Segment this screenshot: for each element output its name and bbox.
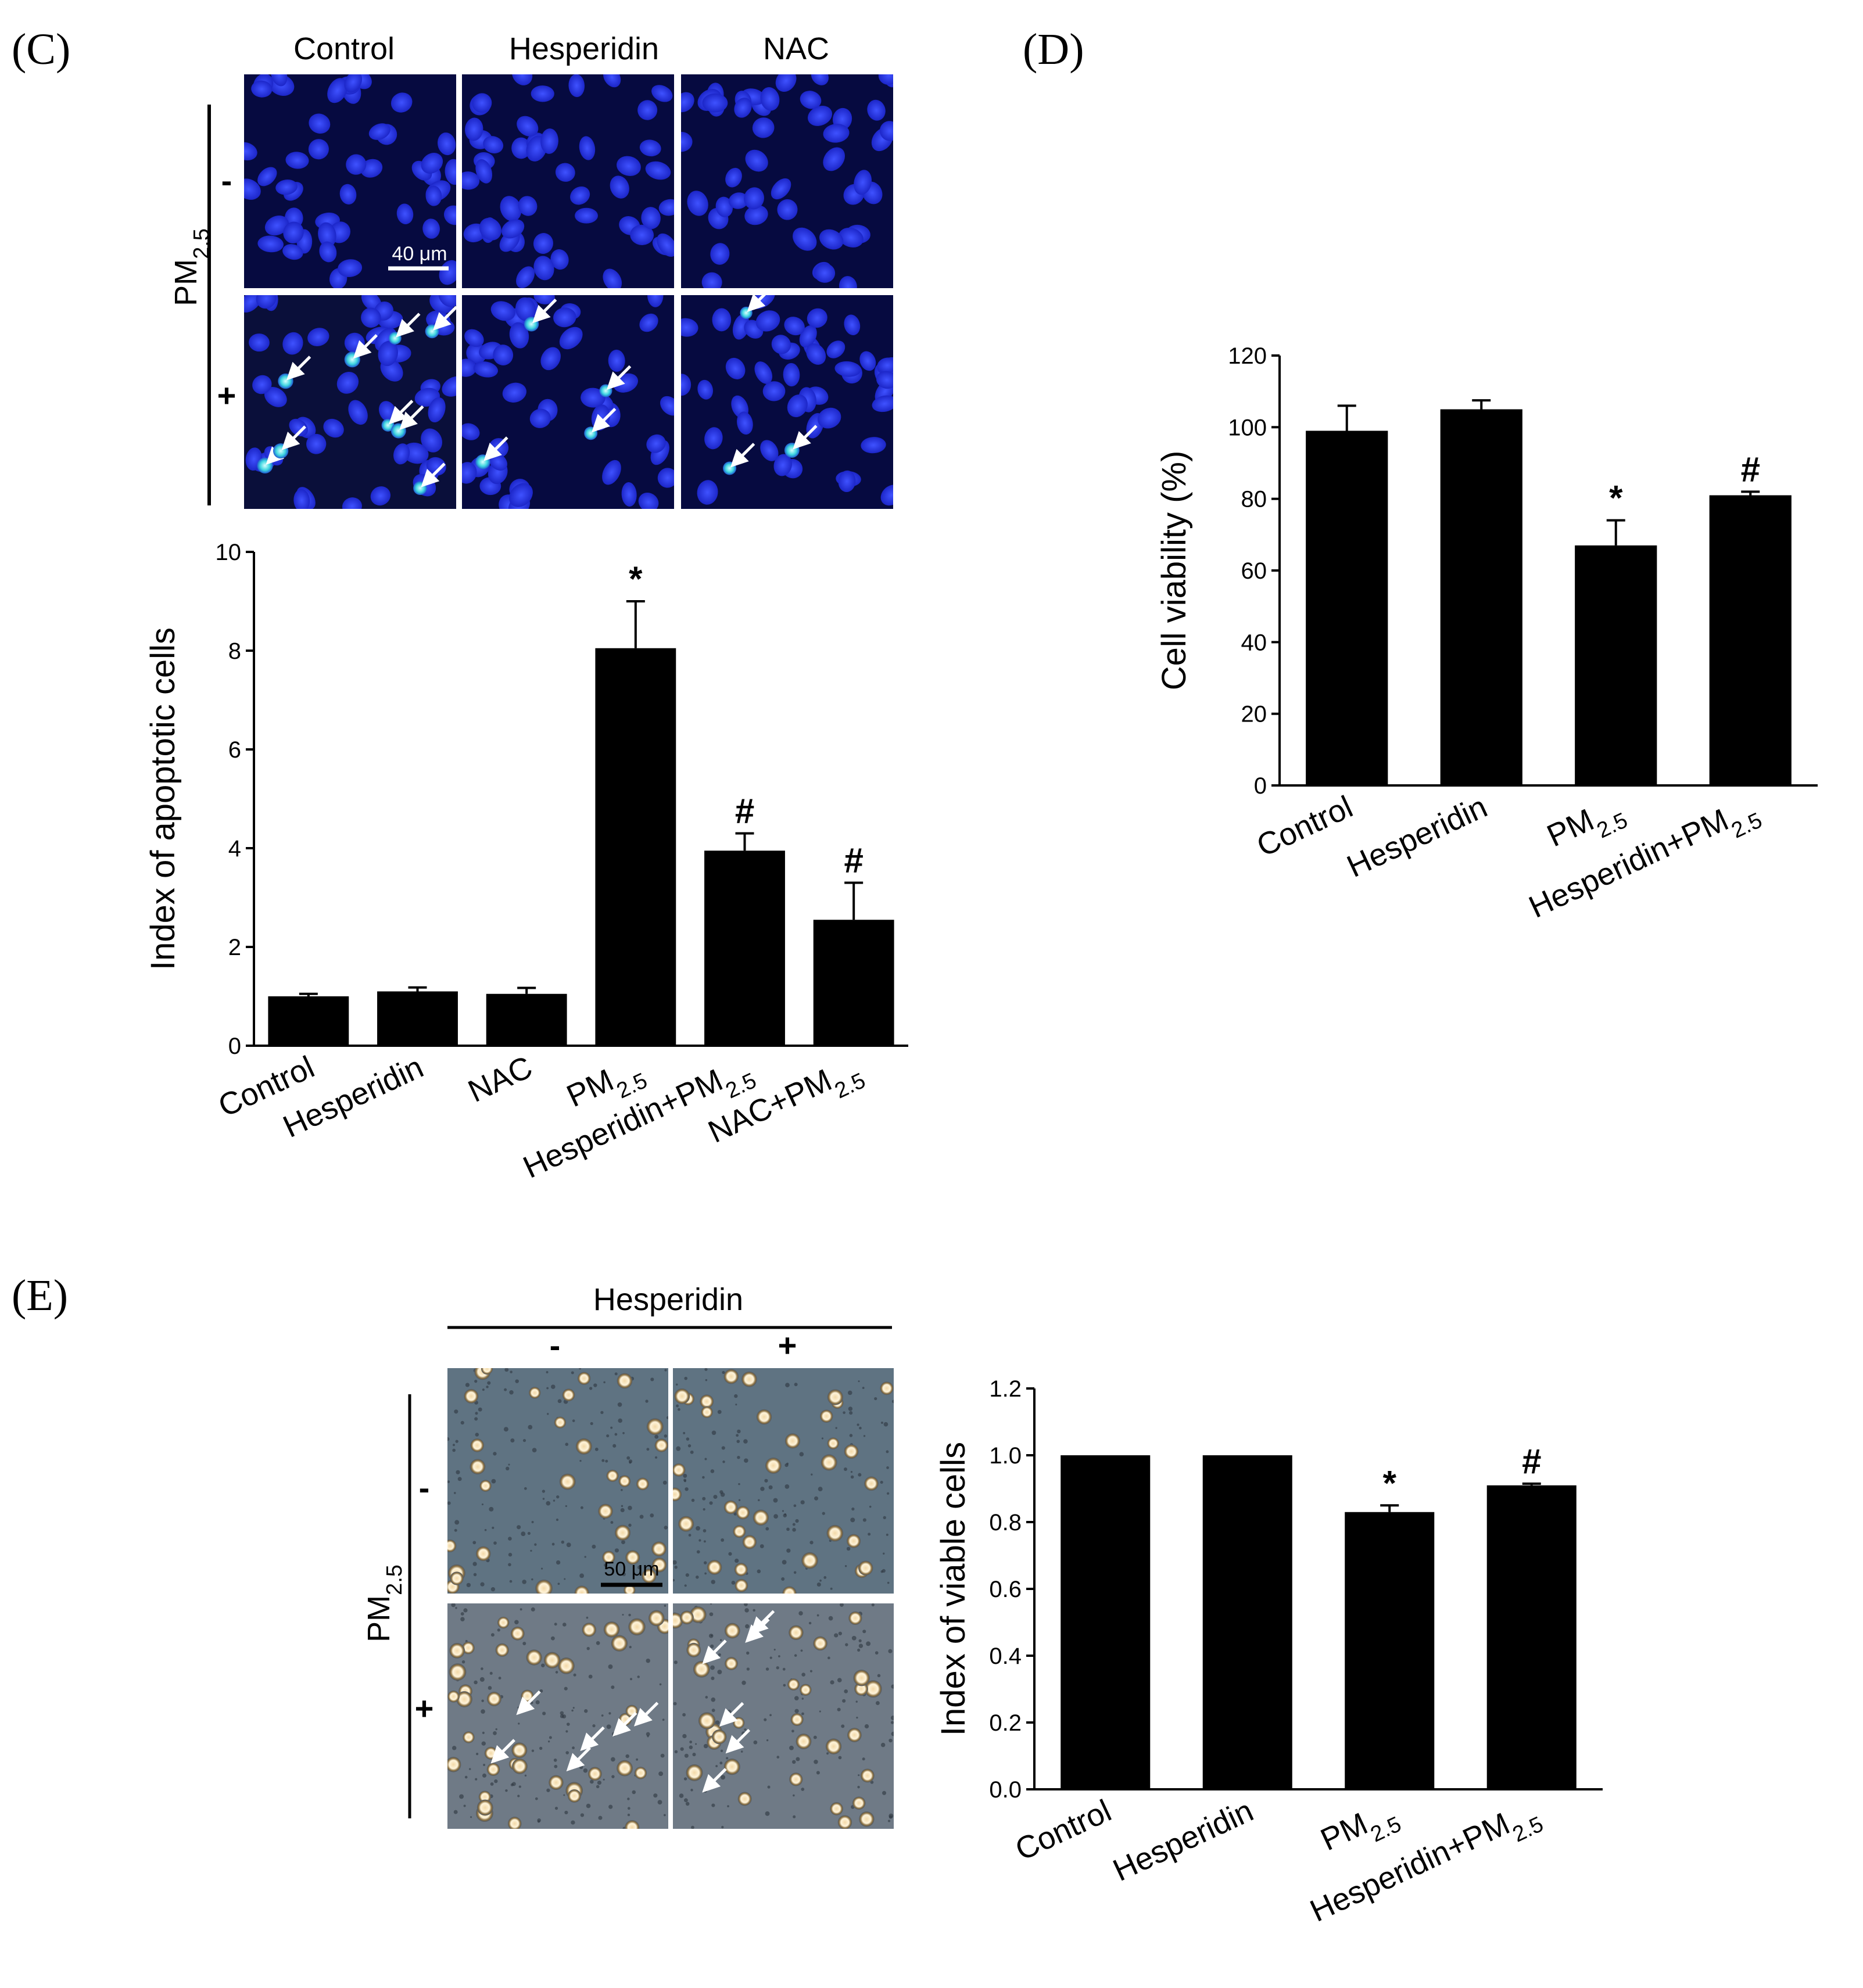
micro-e-col-title: Hesperidin	[593, 1282, 743, 1317]
panel-label-d: (D)	[1023, 25, 1084, 74]
micro-e-row-minus: -	[419, 1469, 430, 1506]
micro-c-tile-r2-c3	[681, 295, 893, 509]
y-tick-label: 0	[1254, 773, 1267, 799]
micro-e-col-plus: +	[778, 1327, 797, 1363]
y-tick-label: 2	[228, 935, 241, 960]
bar	[486, 993, 567, 1046]
significance-mark: *	[1383, 1463, 1397, 1502]
bar	[1306, 430, 1388, 785]
category-label: PM2.5	[1316, 1793, 1405, 1867]
micro-e-row-plus: +	[415, 1690, 434, 1727]
y-tick-label: 0.6	[989, 1577, 1022, 1602]
y-tick-label: 1.0	[989, 1443, 1022, 1469]
bar	[1440, 409, 1522, 785]
category-label: Hesperidin	[1108, 1793, 1259, 1887]
significance-mark: *	[629, 559, 643, 598]
bar	[268, 996, 349, 1046]
category-label: Hesperidin+PM2.5	[1524, 789, 1766, 934]
y-tick-label: 60	[1241, 558, 1267, 584]
bar	[1345, 1512, 1435, 1789]
y-tick-label: 0.0	[989, 1777, 1022, 1803]
y-axis-label: Index of viable cells	[934, 1442, 972, 1736]
micro-e-tile-r1-c2	[673, 1368, 894, 1594]
y-tick-label: 6	[228, 737, 241, 763]
y-tick-label: 120	[1228, 343, 1267, 369]
micro-e-tile-r1-c1	[447, 1368, 668, 1594]
significance-mark: *	[1609, 479, 1623, 518]
panel-e-micrograph-grid: Hesperidin - + PM2.5 - + 50 μm	[361, 1282, 894, 1829]
panel-label-c: (C)	[12, 25, 70, 74]
micro-c-row-plus: +	[217, 377, 237, 414]
chart-viable-cells: 0.0 0.2 0.4 0.6 0.8 1.0 1.2 Index of viable cel…	[934, 1376, 1603, 1929]
y-axis-label: Index of apoptotic cells	[144, 627, 182, 970]
bar	[1575, 545, 1657, 785]
y-tick-label: 100	[1228, 415, 1267, 440]
category-label: NAC	[463, 1049, 538, 1109]
micro-e-tile-r2-c1	[447, 1603, 668, 1829]
significance-mark: #	[844, 841, 863, 880]
bar	[704, 851, 785, 1046]
micro-c-col-hesperidin: Hesperidin	[509, 31, 659, 66]
y-tick-label: 80	[1241, 487, 1267, 512]
micro-c-row-title: PM2.5	[169, 228, 214, 306]
micro-e-scale-label: 50 μm	[604, 1558, 659, 1580]
bar	[1061, 1455, 1151, 1789]
significance-mark: #	[1741, 450, 1760, 489]
bar	[1202, 1455, 1292, 1789]
panel-label-e: (E)	[12, 1271, 68, 1320]
micro-c-tile-r2-c1	[244, 295, 456, 509]
significance-mark: #	[735, 792, 754, 831]
panel-c-micrograph-grid: Control Hesperidin NAC PM2.5 - + 40 μm	[169, 31, 893, 509]
micro-c-col-nac: NAC	[763, 31, 829, 66]
bar	[1486, 1485, 1577, 1789]
category-label: Hesperidin	[1342, 789, 1492, 884]
micro-c-tile-r1-c3	[681, 74, 893, 288]
y-tick-label: 0.4	[989, 1643, 1022, 1669]
y-tick-label: 1.2	[989, 1376, 1022, 1402]
micro-c-scale-label: 40 μm	[392, 243, 447, 265]
micro-e-row-title: PM2.5	[361, 1564, 407, 1642]
bar	[813, 920, 894, 1046]
y-tick-label: 0.8	[989, 1510, 1022, 1535]
micro-e-col-minus: -	[550, 1327, 561, 1363]
y-tick-label: 8	[228, 638, 241, 664]
y-tick-label: 0.2	[989, 1710, 1022, 1736]
category-label: NAC+PM2.5	[703, 1049, 869, 1159]
bar	[595, 648, 676, 1046]
micro-e-tile-r2-c2	[673, 1603, 894, 1829]
y-tick-label: 0	[228, 1034, 241, 1059]
y-tick-label: 40	[1241, 630, 1267, 655]
micro-c-col-control: Control	[293, 31, 395, 66]
y-tick-label: 20	[1241, 702, 1267, 727]
bar	[377, 991, 458, 1046]
micro-c-tile-r2-c2	[462, 295, 674, 509]
bar	[1709, 495, 1792, 785]
significance-mark: #	[1522, 1442, 1541, 1481]
y-tick-label: 4	[228, 836, 241, 862]
micro-c-tile-r1-c1	[244, 74, 456, 288]
category-label: Control	[1010, 1793, 1116, 1867]
y-tick-label: 10	[216, 540, 242, 565]
micro-c-row-minus: -	[221, 162, 232, 199]
micro-c-tile-r1-c2	[462, 74, 674, 288]
y-axis-label: Cell viability (%)	[1155, 451, 1193, 691]
